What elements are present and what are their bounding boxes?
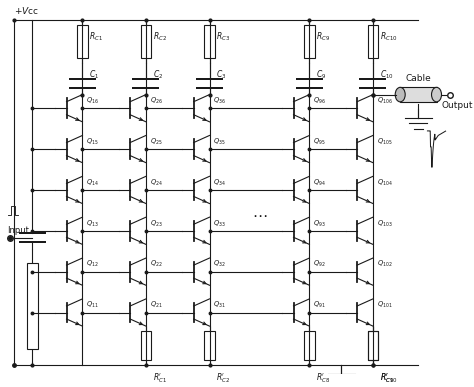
Text: $R_{C9}$: $R_{C9}$ bbox=[316, 31, 330, 43]
Text: $Q_{36}$: $Q_{36}$ bbox=[213, 96, 226, 106]
Text: $Q_{101}$: $Q_{101}$ bbox=[377, 300, 392, 310]
Text: $C_3$: $C_3$ bbox=[216, 69, 227, 81]
Text: $\cdots$: $\cdots$ bbox=[252, 207, 267, 223]
Text: $Q_{11}$: $Q_{11}$ bbox=[86, 300, 99, 310]
Bar bbox=[140, 25, 151, 58]
Text: $C_9$: $C_9$ bbox=[316, 69, 327, 81]
Text: $Q_{26}$: $Q_{26}$ bbox=[150, 96, 163, 106]
Text: $R_{C2}'$: $R_{C2}'$ bbox=[216, 372, 230, 385]
Text: $Q_{106}$: $Q_{106}$ bbox=[377, 96, 392, 106]
Bar bbox=[27, 262, 38, 349]
Bar bbox=[204, 331, 215, 360]
Bar bbox=[304, 331, 315, 360]
Text: $Q_{21}$: $Q_{21}$ bbox=[150, 300, 162, 310]
Text: $Q_{14}$: $Q_{14}$ bbox=[86, 178, 99, 188]
Text: $Q_{91}$: $Q_{91}$ bbox=[313, 300, 326, 310]
Text: $Q_{102}$: $Q_{102}$ bbox=[377, 259, 392, 269]
Text: $Q_{13}$: $Q_{13}$ bbox=[86, 218, 99, 228]
Text: $Q_{33}$: $Q_{33}$ bbox=[213, 218, 226, 228]
Text: $Q_{12}$: $Q_{12}$ bbox=[86, 259, 99, 269]
Text: $C_2$: $C_2$ bbox=[153, 69, 163, 81]
Text: $C_1$: $C_1$ bbox=[89, 69, 100, 81]
Text: $Q_{23}$: $Q_{23}$ bbox=[150, 218, 162, 228]
Bar bbox=[204, 25, 215, 58]
Text: $R_{C9}'$: $R_{C9}'$ bbox=[380, 372, 394, 385]
Text: $Q_{31}$: $Q_{31}$ bbox=[213, 300, 226, 310]
Text: $Q_{24}$: $Q_{24}$ bbox=[150, 178, 163, 188]
Text: $Q_{35}$: $Q_{35}$ bbox=[213, 137, 226, 147]
Text: $Q_{32}$: $Q_{32}$ bbox=[213, 259, 226, 269]
Text: $R_{C2}$: $R_{C2}$ bbox=[153, 31, 167, 43]
Bar bbox=[400, 87, 437, 102]
Text: $Q_{15}$: $Q_{15}$ bbox=[86, 137, 99, 147]
Text: $C_{10}$: $C_{10}$ bbox=[380, 69, 393, 81]
Text: $Q_{22}$: $Q_{22}$ bbox=[150, 259, 162, 269]
Text: $Q_{16}$: $Q_{16}$ bbox=[86, 96, 99, 106]
Text: Output: Output bbox=[441, 101, 473, 110]
Text: $Q_{92}$: $Q_{92}$ bbox=[313, 259, 326, 269]
Bar bbox=[367, 331, 378, 360]
Bar bbox=[140, 331, 151, 360]
Text: $Q_{95}$: $Q_{95}$ bbox=[313, 137, 326, 147]
Text: $Q_{105}$: $Q_{105}$ bbox=[377, 137, 392, 147]
Text: Cable: Cable bbox=[405, 74, 431, 83]
Text: $Q_{93}$: $Q_{93}$ bbox=[313, 218, 326, 228]
Text: $Q_{103}$: $Q_{103}$ bbox=[377, 218, 392, 228]
Bar bbox=[367, 331, 378, 360]
Text: Input: Input bbox=[8, 226, 29, 235]
Text: $Q_{96}$: $Q_{96}$ bbox=[313, 96, 326, 106]
Text: $R_{C10}'$: $R_{C10}'$ bbox=[380, 372, 397, 385]
Text: $+V\rm{cc}$: $+V\rm{cc}$ bbox=[14, 5, 39, 16]
Bar bbox=[304, 25, 315, 58]
Text: $Q_{104}$: $Q_{104}$ bbox=[377, 178, 392, 188]
Text: $R_{C10}$: $R_{C10}$ bbox=[380, 31, 397, 43]
Ellipse shape bbox=[431, 87, 441, 102]
Bar bbox=[77, 25, 88, 58]
Text: $R_{C1}'$: $R_{C1}'$ bbox=[153, 372, 167, 385]
Text: $R_{C1}$: $R_{C1}$ bbox=[89, 31, 103, 43]
Bar bbox=[367, 25, 378, 58]
Text: $Q_{25}$: $Q_{25}$ bbox=[150, 137, 162, 147]
Text: $Q_{34}$: $Q_{34}$ bbox=[213, 178, 226, 188]
Ellipse shape bbox=[395, 87, 405, 102]
Text: $R_{C8}'$: $R_{C8}'$ bbox=[316, 372, 330, 385]
Text: $Q_{94}$: $Q_{94}$ bbox=[313, 178, 326, 188]
Text: $R_{C3}$: $R_{C3}$ bbox=[216, 31, 230, 43]
